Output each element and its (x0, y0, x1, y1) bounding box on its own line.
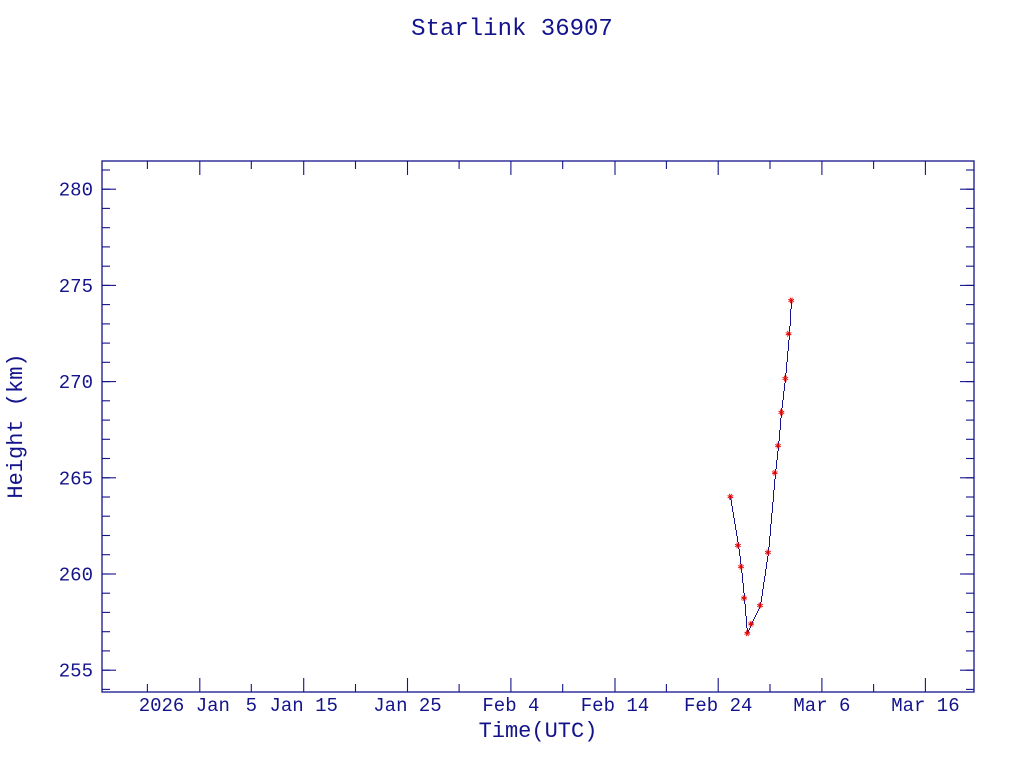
svg-text:260: 260 (59, 565, 93, 587)
svg-text:5: 5 (246, 695, 257, 717)
svg-text:Feb 4: Feb 4 (482, 695, 539, 717)
svg-text:280: 280 (59, 180, 93, 202)
svg-text:Feb 24: Feb 24 (684, 695, 752, 717)
svg-text:265: 265 (59, 468, 93, 490)
svg-text:Jan 15: Jan 15 (269, 695, 337, 717)
svg-text:270: 270 (59, 372, 93, 394)
svg-text:Mar 6: Mar 6 (793, 695, 850, 717)
svg-text:255: 255 (59, 661, 93, 683)
svg-text:Mar 16: Mar 16 (891, 695, 959, 717)
svg-text:Height (km): Height (km) (4, 353, 29, 498)
svg-text:Feb 14: Feb 14 (581, 695, 649, 717)
svg-text:Time(UTC): Time(UTC) (479, 719, 598, 744)
svg-text:2026 Jan: 2026 Jan (139, 695, 230, 717)
svg-text:Starlink 36907: Starlink 36907 (411, 16, 613, 43)
svg-text:Jan 25: Jan 25 (373, 695, 441, 717)
svg-text:275: 275 (59, 276, 93, 298)
